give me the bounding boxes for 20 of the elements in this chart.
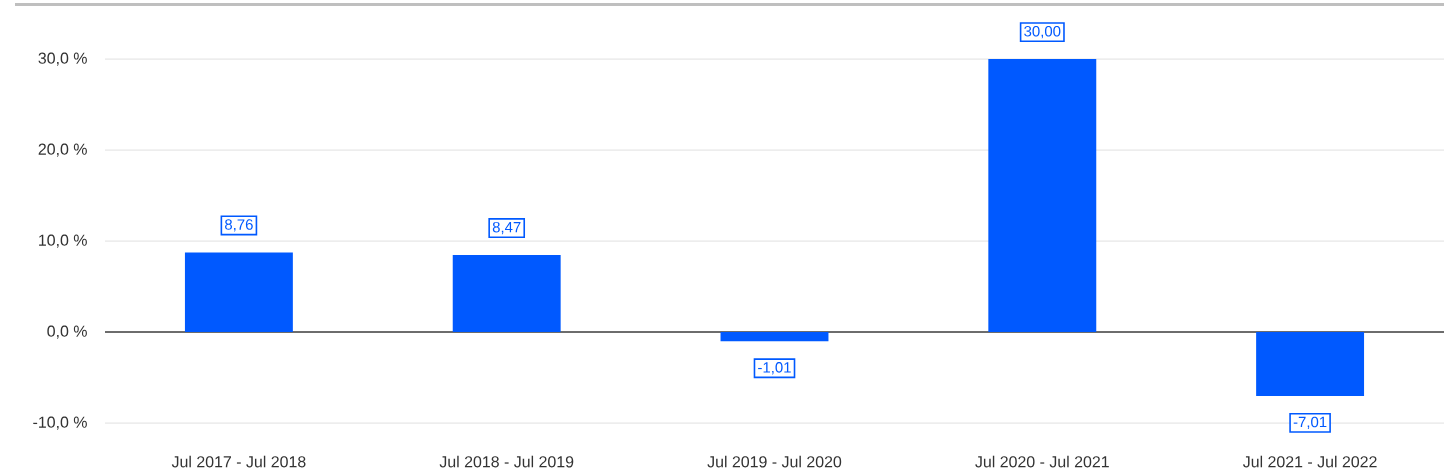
x-tick-label: Jul 2017 - Jul 2018 [171, 455, 306, 468]
data-label: 8,47 [492, 221, 521, 235]
bar [184, 252, 293, 333]
data-label: 30,00 [1024, 25, 1061, 39]
x-tick-label: Jul 2019 - Jul 2020 [707, 455, 842, 468]
data-label: -7,01 [1293, 416, 1327, 430]
y-tick-label: 10,0 % [39, 234, 87, 248]
data-label: -1,01 [758, 362, 791, 375]
bar [720, 332, 829, 342]
bar [452, 255, 561, 333]
bar [1256, 332, 1365, 396]
y-tick-label: -10,0 % [33, 416, 87, 430]
bar [988, 59, 1097, 333]
data-label: 8,76 [225, 219, 253, 232]
x-tick-label: Jul 2020 - Jul 2021 [975, 455, 1109, 468]
y-tick-label: 0,0 % [47, 325, 87, 339]
x-tick-label: Jul 2018 - Jul 2019 [439, 455, 574, 468]
y-tick-label: 30,0 % [38, 52, 87, 66]
x-tick-label: Jul 2021 - Jul 2022 [1242, 455, 1377, 468]
y-tick-label: 20,0 % [38, 143, 87, 157]
